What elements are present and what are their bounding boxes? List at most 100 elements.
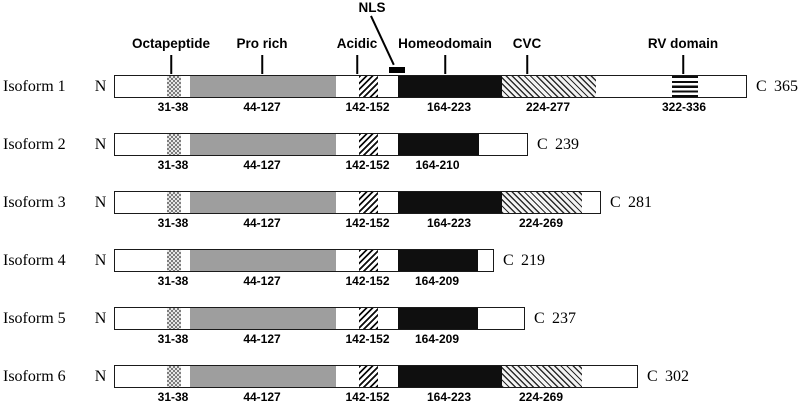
protein-bar <box>114 249 494 272</box>
domain-label-acidic: Acidic <box>336 36 378 51</box>
isoform-name: Isoform 4 <box>3 252 66 269</box>
n-terminus-label: N <box>94 310 107 327</box>
domain-segment-homeodomain <box>398 308 478 329</box>
isoform-name: Isoform 2 <box>3 136 66 153</box>
domain-tick-homeodomain <box>444 55 446 74</box>
domain-label-octapeptide: Octapeptide <box>131 36 211 51</box>
c-terminus-label: C <box>537 136 548 153</box>
range-label-octapeptide: 31-38 <box>157 274 189 288</box>
domain-segment-homeodomain <box>398 250 478 271</box>
range-label-octapeptide: 31-38 <box>157 158 189 172</box>
domain-tick-octapeptide <box>170 55 172 74</box>
range-label-pro-rich: 44-127 <box>243 100 281 114</box>
domain-label-rv-domain: RV domain <box>647 36 719 51</box>
isoform-row: Isoform 6 N 31-38 44-127 142-152 164-223 224-2… <box>0 365 800 404</box>
range-label-pro-rich: 44-127 <box>243 332 281 346</box>
domain-segment-octapeptide <box>167 192 181 213</box>
domain-segment-acidic <box>359 250 378 271</box>
domain-segment-acidic <box>359 192 378 213</box>
domain-segment-octapeptide <box>167 134 181 155</box>
domain-tick-cvc <box>526 55 528 74</box>
range-label-homeodomain: 164-209 <box>414 274 460 288</box>
domain-tick-pro-rich <box>261 55 263 74</box>
domain-tick-acidic <box>356 55 358 74</box>
c-terminus-label: C <box>534 310 545 327</box>
isoform-length: 281 <box>628 194 652 211</box>
range-label-cvc: 224-269 <box>518 390 564 404</box>
range-label-homeodomain: 164-223 <box>426 100 472 114</box>
range-label-pro-rich: 44-127 <box>243 216 281 230</box>
domain-label-nls: NLS <box>358 0 386 15</box>
isoform-length: 219 <box>521 252 545 269</box>
isoform-row: Isoform 4 N 31-38 44-127 142-152 164-209 C 219 <box>0 249 800 291</box>
domain-segment-cvc <box>502 76 596 97</box>
range-label-octapeptide: 31-38 <box>157 216 189 230</box>
domain-segment-pro-rich <box>190 134 336 155</box>
range-label-pro-rich: 44-127 <box>243 158 281 172</box>
range-label-homeodomain: 164-223 <box>426 390 472 404</box>
n-terminus-label: N <box>94 252 107 269</box>
domain-segment-acidic <box>359 366 378 387</box>
protein-bar <box>114 365 638 388</box>
domain-segment-homeodomain <box>398 366 502 387</box>
n-terminus-label: N <box>94 368 107 385</box>
range-label-pro-rich: 44-127 <box>243 274 281 288</box>
domain-segment-acidic <box>359 134 378 155</box>
n-terminus-label: N <box>94 194 107 211</box>
domain-segment-octapeptide <box>167 250 181 271</box>
range-label-acidic: 142-152 <box>345 100 390 114</box>
domain-segment-homeodomain <box>398 134 479 155</box>
domain-segment-homeodomain <box>398 76 502 97</box>
domain-segment-rv <box>672 76 698 97</box>
nls-marker <box>389 67 405 73</box>
range-label-cvc: 224-269 <box>518 216 564 230</box>
isoform-length: 237 <box>552 310 576 327</box>
isoform-row: Isoform 3 N 31-38 44-127 142-152 164-223 224-2… <box>0 191 800 233</box>
range-label-acidic: 142-152 <box>345 274 390 288</box>
domain-segment-octapeptide <box>167 366 181 387</box>
c-terminus-label: C <box>756 78 767 95</box>
isoform-length: 302 <box>665 368 689 385</box>
domain-segment-homeodomain <box>398 192 502 213</box>
isoform-name: Isoform 3 <box>3 194 66 211</box>
domain-segment-pro-rich <box>190 250 336 271</box>
range-label-octapeptide: 31-38 <box>157 390 189 404</box>
isoform-name: Isoform 5 <box>3 310 66 327</box>
range-label-acidic: 142-152 <box>345 216 390 230</box>
range-label-octapeptide: 31-38 <box>157 100 189 114</box>
domain-tick-rv-domain <box>682 55 684 74</box>
n-terminus-label: N <box>94 136 107 153</box>
range-label-acidic: 142-152 <box>345 390 390 404</box>
range-label-acidic: 142-152 <box>345 158 390 172</box>
domain-segment-pro-rich <box>190 76 336 97</box>
domain-segment-pro-rich <box>190 308 336 329</box>
domain-segment-acidic <box>359 308 378 329</box>
range-label-cvc: 224-277 <box>525 100 571 114</box>
c-terminus-label: C <box>647 368 658 385</box>
domain-segment-pro-rich <box>190 192 336 213</box>
isoform-length: 239 <box>555 136 579 153</box>
range-label-homeodomain: 164-223 <box>426 216 472 230</box>
domain-segment-octapeptide <box>167 308 181 329</box>
domain-segment-octapeptide <box>167 76 181 97</box>
domain-label-cvc: CVC <box>512 36 542 51</box>
domain-segment-cvc <box>502 366 582 387</box>
isoform-row: Isoform 5 N 31-38 44-127 142-152 164-209 C 237 <box>0 307 800 349</box>
protein-bar <box>114 133 528 156</box>
protein-bar <box>114 67 747 98</box>
protein-bar <box>114 191 601 214</box>
range-label-homeodomain: 164-209 <box>414 332 460 346</box>
protein-bar <box>114 307 525 330</box>
isoform-row: Isoform 1 N 31-38 44-127 142-152 164-223 224-2… <box>0 67 800 117</box>
domain-segment-cvc <box>502 192 582 213</box>
domain-label-pro-rich: Pro rich <box>236 36 288 51</box>
isoform-name: Isoform 6 <box>3 368 66 385</box>
domain-segment-acidic <box>359 76 378 97</box>
domain-segment-pro-rich <box>190 366 336 387</box>
domain-label-homeodomain: Homeodomain <box>398 36 492 51</box>
c-terminus-label: C <box>503 252 514 269</box>
range-label-octapeptide: 31-38 <box>157 332 189 346</box>
n-terminus-label: N <box>94 78 107 95</box>
range-label-acidic: 142-152 <box>345 332 390 346</box>
